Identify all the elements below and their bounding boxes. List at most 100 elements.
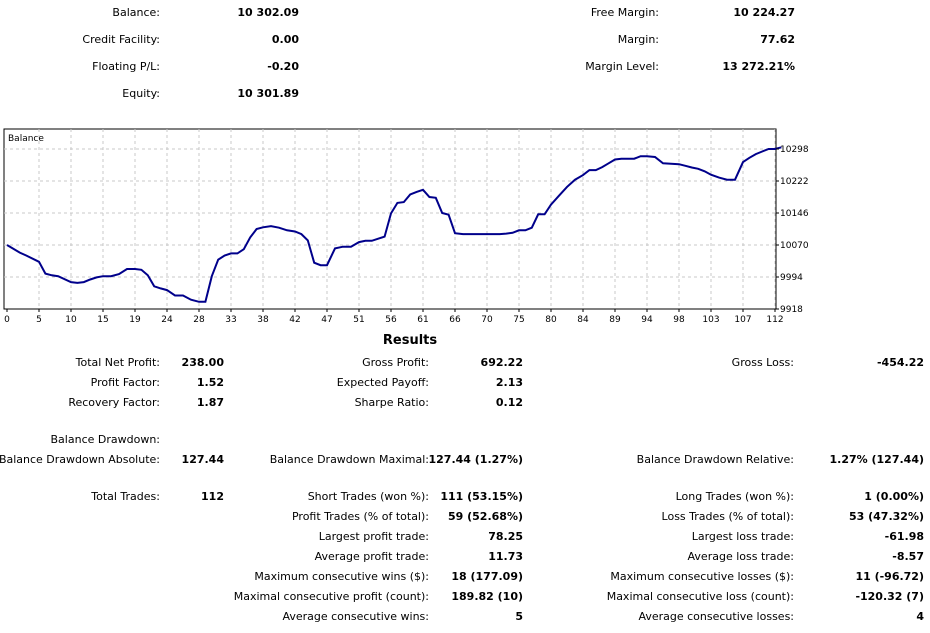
recovery-factor-label: Recovery Factor: bbox=[68, 396, 160, 409]
credit-facility-value: 0.00 bbox=[271, 33, 299, 46]
x-axis-label: 66 bbox=[449, 315, 461, 325]
x-axis-label: 56 bbox=[385, 315, 397, 325]
x-axis-label: 75 bbox=[513, 315, 524, 325]
largest-profit-trade-value: 78.25 bbox=[488, 530, 523, 543]
results-title: Results bbox=[382, 333, 438, 348]
free-margin-label: Free Margin: bbox=[590, 6, 659, 19]
x-axis-label: 28 bbox=[193, 315, 205, 325]
total-trades-label: Total Trades: bbox=[91, 490, 160, 503]
profit-factor-label: Profit Factor: bbox=[90, 376, 160, 389]
margin-level-label: Margin Level: bbox=[585, 60, 659, 73]
y-axis-label: 9994 bbox=[780, 273, 803, 283]
total-net-profit-value: 238.00 bbox=[181, 356, 224, 369]
expected-payoff-label: Expected Payoff: bbox=[336, 376, 429, 389]
y-axis-label: 10298 bbox=[780, 145, 809, 155]
y-axis-labels: 10298 10222 10146 10070 9994 9918 bbox=[776, 145, 809, 315]
profit-trades-label: Profit Trades (% of total): bbox=[291, 510, 429, 523]
x-axis-label: 24 bbox=[161, 315, 173, 325]
gross-profit-label: Gross Profit: bbox=[362, 356, 429, 369]
x-axis-label: 103 bbox=[702, 315, 719, 325]
x-axis-label: 89 bbox=[609, 315, 621, 325]
sharpe-ratio-value: 0.12 bbox=[495, 396, 523, 409]
credit-facility-label: Credit Facility: bbox=[82, 33, 160, 46]
short-trades-value: 111 (53.15%) bbox=[440, 490, 523, 503]
average-consecutive-losses-label: Average consecutive losses: bbox=[638, 610, 794, 623]
average-loss-trade-value: -8.57 bbox=[892, 550, 924, 563]
y-axis-label: 9918 bbox=[780, 305, 803, 315]
equity-value: 10 301.89 bbox=[237, 87, 299, 100]
total-trades-value: 112 bbox=[201, 490, 224, 503]
gross-loss-value: -454.22 bbox=[876, 356, 924, 369]
long-trades-label: Long Trades (won %): bbox=[675, 490, 794, 503]
profit-factor-value: 1.52 bbox=[196, 376, 224, 389]
x-axis-label: 112 bbox=[766, 315, 783, 325]
x-axis-label: 10 bbox=[65, 315, 77, 325]
margin-level-value: 13 272.21% bbox=[722, 60, 795, 73]
max-consecutive-wins-value: 18 (177.09) bbox=[451, 570, 523, 583]
x-axis-label: 98 bbox=[673, 315, 685, 325]
maximal-consecutive-loss-label: Maximal consecutive loss (count): bbox=[606, 590, 794, 603]
balance-drawdown-absolute-value: 127.44 bbox=[181, 453, 224, 466]
sharpe-ratio-label: Sharpe Ratio: bbox=[354, 396, 429, 409]
largest-loss-trade-value: -61.98 bbox=[884, 530, 924, 543]
average-profit-trade-label: Average profit trade: bbox=[314, 550, 429, 563]
largest-loss-trade-label: Largest loss trade: bbox=[691, 530, 794, 543]
total-net-profit-label: Total Net Profit: bbox=[75, 356, 160, 369]
max-consecutive-losses-value: 11 (-96.72) bbox=[855, 570, 924, 583]
x-axis-label: 61 bbox=[417, 315, 428, 325]
long-trades-value: 1 (0.00%) bbox=[864, 490, 924, 503]
max-consecutive-wins-label: Maximum consecutive wins ($): bbox=[254, 570, 429, 583]
x-axis-label: 5 bbox=[36, 315, 42, 325]
gross-profit-value: 692.22 bbox=[480, 356, 523, 369]
balance-label: Balance: bbox=[112, 6, 160, 19]
average-profit-trade-value: 11.73 bbox=[488, 550, 523, 563]
largest-profit-trade-label: Largest profit trade: bbox=[318, 530, 429, 543]
balance-drawdown-maximal-value: 127.44 (1.27%) bbox=[428, 453, 524, 466]
recovery-factor-value: 1.87 bbox=[196, 396, 224, 409]
balance-drawdown-absolute-label: Balance Drawdown Absolute: bbox=[0, 453, 160, 466]
loss-trades-value: 53 (47.32%) bbox=[848, 510, 924, 523]
y-axis-label: 10146 bbox=[780, 209, 809, 219]
x-axis-label: 51 bbox=[353, 315, 364, 325]
average-consecutive-wins-value: 5 bbox=[515, 610, 523, 623]
balance-drawdown-relative-value: 1.27% (127.44) bbox=[829, 453, 925, 466]
loss-trades-label: Loss Trades (% of total): bbox=[661, 510, 794, 523]
margin-value: 77.62 bbox=[760, 33, 795, 46]
average-consecutive-wins-label: Average consecutive wins: bbox=[282, 610, 429, 623]
chart-title: Balance bbox=[8, 134, 44, 144]
floating-pl-label: Floating P/L: bbox=[92, 60, 160, 73]
profit-trades-value: 59 (52.68%) bbox=[447, 510, 523, 523]
x-axis-label: 107 bbox=[734, 315, 751, 325]
average-consecutive-losses-value: 4 bbox=[916, 610, 924, 623]
balance-drawdown-label: Balance Drawdown: bbox=[50, 433, 160, 446]
expected-payoff-value: 2.13 bbox=[495, 376, 523, 389]
balance-drawdown-relative-label: Balance Drawdown Relative: bbox=[636, 453, 794, 466]
gross-loss-label: Gross Loss: bbox=[731, 356, 794, 369]
x-axis-label: 47 bbox=[321, 315, 332, 325]
y-axis-label: 10222 bbox=[780, 177, 809, 187]
x-axis-label: 33 bbox=[225, 315, 236, 325]
x-axis-label: 84 bbox=[577, 315, 589, 325]
short-trades-label: Short Trades (won %): bbox=[307, 490, 429, 503]
chart-grid bbox=[4, 129, 776, 309]
average-loss-trade-label: Average loss trade: bbox=[687, 550, 794, 563]
x-axis-label: 80 bbox=[545, 315, 557, 325]
maximal-consecutive-profit-label: Maximal consecutive profit (count): bbox=[233, 590, 429, 603]
floating-pl-value: -0.20 bbox=[267, 60, 299, 73]
maximal-consecutive-loss-value: -120.32 (7) bbox=[855, 590, 924, 603]
balance-drawdown-maximal-label: Balance Drawdown Maximal: bbox=[269, 453, 429, 466]
equity-label: Equity: bbox=[122, 87, 160, 100]
x-axis-label: 94 bbox=[641, 315, 653, 325]
x-axis-label: 15 bbox=[97, 315, 108, 325]
x-axis-labels: 0 5 10 15 19 24 28 33 38 42 47 51 56 61 66 70 75 80 84 89 94… bbox=[4, 309, 784, 325]
maximal-consecutive-profit-value: 189.82 (10) bbox=[451, 590, 523, 603]
x-axis-label: 38 bbox=[257, 315, 269, 325]
y-axis-label: 10070 bbox=[780, 241, 809, 251]
balance-value: 10 302.09 bbox=[237, 6, 299, 19]
x-axis-label: 42 bbox=[289, 315, 300, 325]
free-margin-value: 10 224.27 bbox=[733, 6, 795, 19]
balance-series-line bbox=[6, 146, 782, 303]
x-axis-label: 0 bbox=[4, 315, 10, 325]
